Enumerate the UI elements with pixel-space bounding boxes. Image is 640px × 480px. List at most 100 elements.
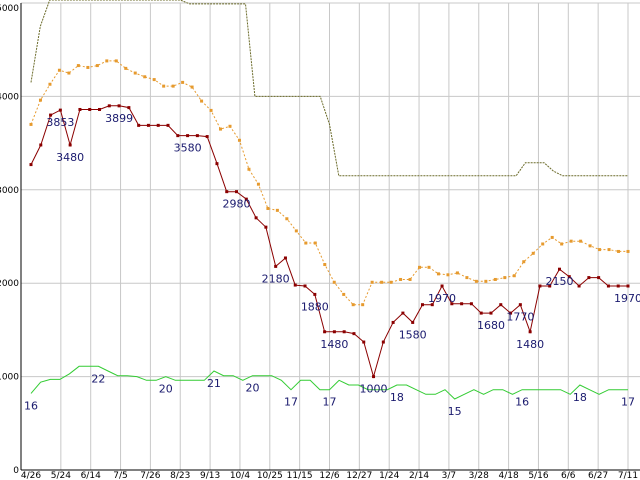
series-point bbox=[380, 280, 384, 284]
series-line bbox=[30, 0, 628, 177]
series-point bbox=[58, 108, 62, 112]
series-point bbox=[283, 256, 287, 260]
series-point bbox=[450, 302, 454, 306]
series-point bbox=[303, 284, 307, 288]
series-point bbox=[436, 272, 440, 276]
x-tick-label: 5/16 bbox=[528, 471, 548, 480]
series-point bbox=[617, 249, 621, 253]
y-tick-label: 3000 bbox=[0, 186, 19, 196]
series-point bbox=[264, 225, 268, 229]
series-point bbox=[607, 248, 611, 252]
data-label: 1480 bbox=[516, 338, 544, 351]
series-point bbox=[352, 332, 356, 336]
series-point bbox=[460, 302, 464, 306]
x-tick-label: 10/25 bbox=[257, 471, 283, 480]
series-point bbox=[503, 276, 507, 280]
series-point bbox=[171, 84, 175, 88]
series-point bbox=[440, 284, 444, 288]
series-point bbox=[626, 284, 630, 288]
series-point bbox=[518, 303, 522, 307]
x-tick-label: 1/24 bbox=[379, 471, 399, 480]
series-point bbox=[256, 182, 260, 186]
series-point bbox=[420, 303, 424, 307]
series-point bbox=[399, 277, 403, 281]
x-tick-label: 11/15 bbox=[287, 471, 313, 480]
horizontal-gridlines bbox=[21, 2, 640, 378]
series-point bbox=[465, 276, 469, 280]
data-label: 1770 bbox=[506, 311, 534, 324]
series-point bbox=[389, 280, 393, 284]
series-point bbox=[143, 75, 147, 79]
data-label: 1000 bbox=[360, 383, 388, 396]
series-point bbox=[332, 330, 336, 334]
x-tick-label: 8/23 bbox=[170, 471, 190, 480]
x-tick-label: 12/27 bbox=[346, 471, 372, 480]
series-point bbox=[29, 163, 33, 167]
series-point bbox=[598, 248, 602, 252]
series-point bbox=[370, 280, 374, 284]
series-point bbox=[293, 283, 297, 287]
series-point bbox=[493, 277, 497, 281]
series-point bbox=[548, 284, 552, 288]
series-line bbox=[30, 60, 628, 306]
x-tick-labels: 4/26 5/24 6/14 7/5 7/26 8/23 9/13 10/4 10/25 11/1… bbox=[21, 471, 638, 480]
series-point bbox=[127, 106, 131, 110]
series-point bbox=[205, 135, 209, 139]
series-point bbox=[455, 271, 459, 275]
series-point bbox=[181, 80, 185, 84]
series-point bbox=[137, 123, 141, 127]
data-label: 3853 bbox=[46, 116, 74, 129]
series-point bbox=[446, 273, 450, 277]
series-point bbox=[587, 276, 591, 280]
data-label: 3580 bbox=[174, 142, 202, 155]
series-point bbox=[49, 113, 53, 117]
series-point bbox=[48, 82, 52, 86]
data-label: 2180 bbox=[262, 272, 290, 285]
x-tick-label: 4/18 bbox=[498, 471, 518, 480]
series-point bbox=[427, 265, 431, 269]
series-point bbox=[266, 206, 270, 210]
series-point bbox=[323, 330, 327, 334]
series-point bbox=[200, 99, 204, 103]
series-point bbox=[538, 284, 542, 288]
series-point bbox=[166, 123, 170, 127]
x-tick-label: 7/26 bbox=[140, 471, 160, 480]
series-point bbox=[479, 311, 483, 315]
series-point bbox=[254, 216, 258, 220]
series-point bbox=[616, 284, 620, 288]
data-label: 16 bbox=[515, 396, 529, 409]
series-point bbox=[215, 162, 219, 166]
series-point bbox=[489, 311, 493, 315]
series-point bbox=[105, 59, 109, 63]
series-point bbox=[133, 71, 137, 75]
series-point bbox=[114, 59, 118, 63]
series-point bbox=[509, 311, 513, 315]
series-point bbox=[86, 65, 90, 69]
series-point bbox=[38, 98, 42, 102]
series-point bbox=[247, 167, 251, 171]
series-point bbox=[606, 284, 610, 288]
data-label: 17 bbox=[284, 396, 298, 409]
series-point bbox=[117, 104, 121, 108]
series-point bbox=[195, 134, 199, 138]
series-point bbox=[76, 64, 80, 68]
x-tick-label: 2/14 bbox=[409, 471, 429, 480]
series-point bbox=[579, 239, 583, 243]
series-point bbox=[294, 229, 298, 233]
series-point bbox=[186, 134, 190, 138]
series-point bbox=[274, 264, 278, 268]
series-line bbox=[30, 365, 628, 400]
series-point bbox=[550, 235, 554, 239]
x-tick-label: 9/13 bbox=[200, 471, 220, 480]
series-point bbox=[332, 280, 336, 284]
series-point bbox=[39, 143, 43, 147]
data-label: 20 bbox=[159, 383, 173, 396]
data-label: 17 bbox=[621, 396, 635, 409]
series-point bbox=[78, 107, 82, 111]
series-point bbox=[88, 107, 92, 111]
x-tick-label: 5/24 bbox=[51, 471, 71, 480]
x-tick-label: 12/6 bbox=[319, 471, 339, 480]
series-point bbox=[209, 108, 213, 112]
series-point bbox=[597, 276, 601, 280]
series-point bbox=[528, 330, 532, 334]
